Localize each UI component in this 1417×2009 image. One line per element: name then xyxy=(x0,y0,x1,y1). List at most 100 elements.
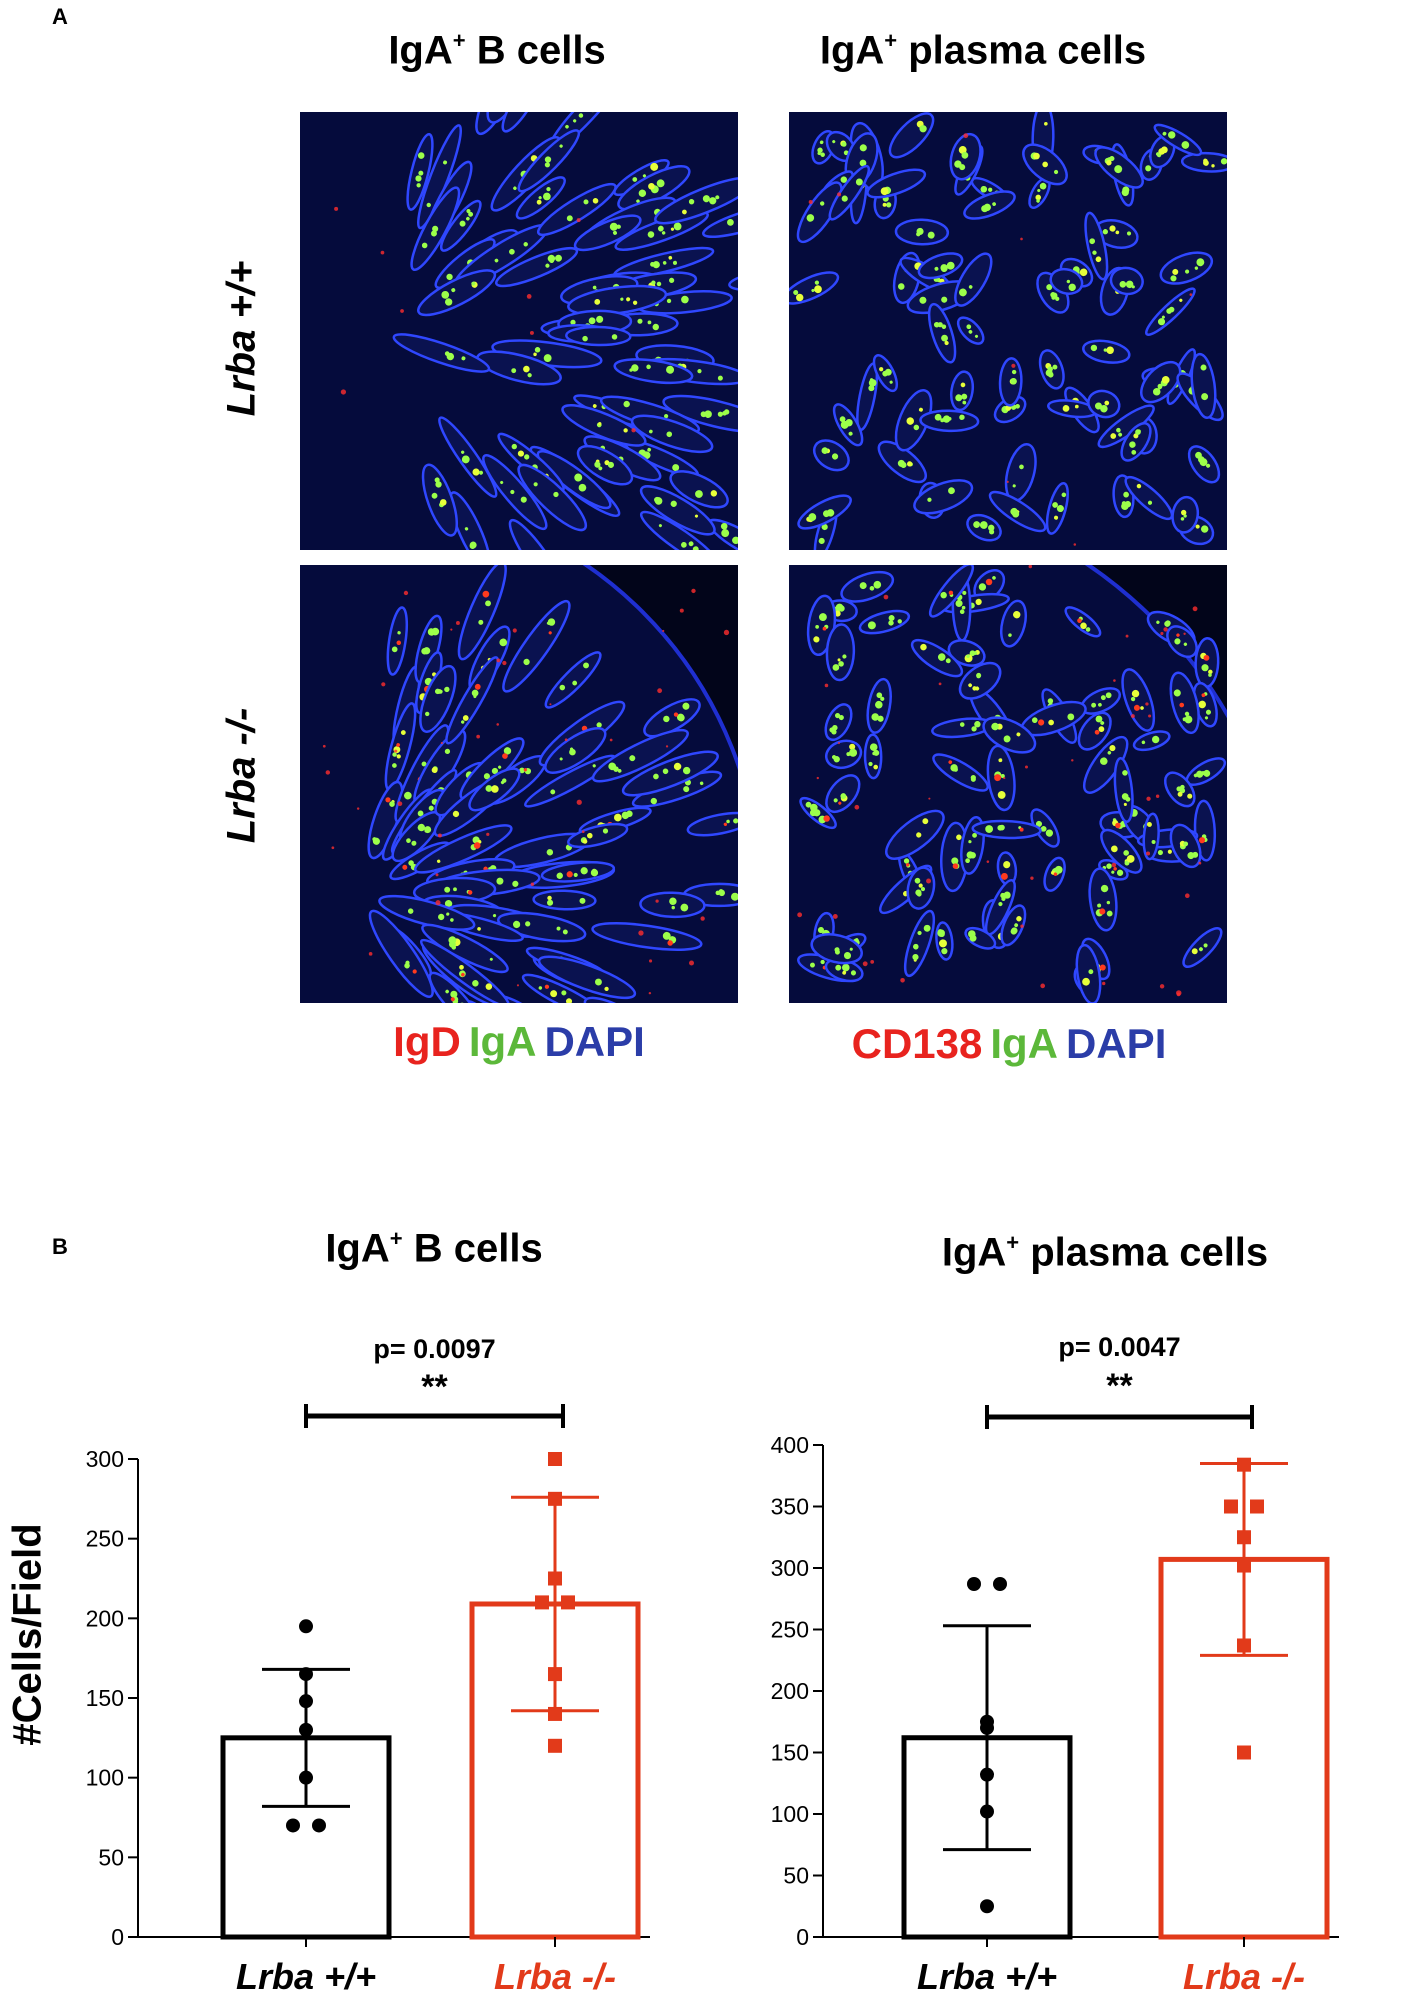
villus xyxy=(686,811,738,837)
stain-cd138: CD138 xyxy=(851,1020,983,1067)
red-dot xyxy=(512,628,517,633)
iga-signal xyxy=(671,905,675,910)
iga-signal xyxy=(629,755,636,762)
iga-signal xyxy=(596,315,604,323)
red-signal xyxy=(1099,908,1106,915)
iga-signal xyxy=(1110,433,1117,439)
red-dot xyxy=(649,959,653,963)
villus xyxy=(378,894,476,931)
iga-signal xyxy=(559,757,563,761)
iga-signal xyxy=(1040,826,1047,832)
iga-signal xyxy=(1201,664,1209,672)
iga-signal xyxy=(468,211,474,217)
villus xyxy=(392,333,491,373)
iga-signal xyxy=(868,379,877,387)
red-signal xyxy=(1053,872,1058,876)
iga-signal xyxy=(873,749,880,756)
iga-signal xyxy=(717,411,723,417)
iga-signal xyxy=(915,889,922,896)
red-signal xyxy=(838,801,842,805)
villus-outline xyxy=(986,744,1016,812)
red-signal xyxy=(474,683,481,690)
villus xyxy=(1121,668,1156,732)
y-tick-label: 150 xyxy=(771,1740,809,1766)
villus xyxy=(517,129,581,193)
villus xyxy=(1087,389,1121,419)
iga-signal xyxy=(1129,441,1136,448)
iga-signal xyxy=(520,496,527,503)
iga-signal xyxy=(483,773,490,780)
iga-signal xyxy=(835,964,842,971)
red-dot xyxy=(576,218,581,223)
villus xyxy=(797,494,852,530)
iga-signal xyxy=(648,182,655,190)
red-dot xyxy=(549,703,552,706)
data-point xyxy=(980,1767,994,1782)
villus xyxy=(894,218,950,246)
villus xyxy=(515,176,566,220)
iga-signal xyxy=(888,620,894,626)
iga-signal xyxy=(594,461,601,468)
iga-signal xyxy=(626,810,633,818)
villus-outline xyxy=(486,112,526,124)
red-signal xyxy=(1203,654,1210,661)
iga-signal xyxy=(682,702,690,710)
villus xyxy=(445,656,500,745)
red-dot xyxy=(837,192,842,197)
iga-signal xyxy=(875,700,883,709)
column-title-plasma-cells: IgA+ plasma cells xyxy=(819,28,1147,73)
iga-signal xyxy=(578,113,584,118)
iga-signal xyxy=(1090,344,1098,352)
iga-signal xyxy=(805,801,812,808)
red-signal xyxy=(822,626,827,631)
red-dot xyxy=(340,389,347,395)
villus xyxy=(1166,625,1198,659)
iga-signal xyxy=(1131,689,1140,698)
iga-signal xyxy=(966,654,970,659)
iga-signal xyxy=(1152,387,1161,396)
villus xyxy=(1088,867,1118,932)
iga-signal xyxy=(988,187,993,192)
red-dot xyxy=(380,250,385,255)
column-title-b-cells: IgA+ B cells xyxy=(388,28,606,73)
iga-signal xyxy=(472,980,479,987)
villus xyxy=(521,973,605,1003)
iga-signal xyxy=(1062,405,1070,412)
iga-signal xyxy=(873,580,882,589)
iga-signal xyxy=(914,877,921,884)
red-signal xyxy=(948,590,954,595)
iga-signal xyxy=(546,186,551,192)
red-dot xyxy=(1011,363,1016,368)
iga-signal xyxy=(826,509,835,517)
iga-signal xyxy=(649,429,653,434)
iga-signal xyxy=(970,776,976,782)
iga-signal xyxy=(978,583,987,591)
iga-signal xyxy=(1141,740,1146,745)
iga-signal xyxy=(889,380,893,384)
iga-signal xyxy=(1203,158,1208,164)
iga-signal xyxy=(1048,719,1054,726)
red-dot xyxy=(609,738,613,742)
iga-signal xyxy=(658,524,662,528)
iga-signal xyxy=(1146,821,1152,827)
iga-signal xyxy=(730,892,738,901)
iga-signal xyxy=(941,324,947,330)
red-dot xyxy=(502,660,507,666)
iga-signal xyxy=(1170,275,1177,282)
villus-outline xyxy=(421,463,459,537)
iga-signal xyxy=(1091,702,1097,708)
red-signal xyxy=(1179,702,1185,708)
villus-outline xyxy=(457,565,507,661)
category-label: Lrba +/+ xyxy=(236,1956,376,1997)
iga-signal xyxy=(1056,504,1064,513)
iga-signal xyxy=(680,903,689,912)
iga-signal xyxy=(543,354,552,363)
iga-signal xyxy=(882,370,888,377)
iga-signal xyxy=(1194,266,1199,270)
iga-signal xyxy=(973,651,978,655)
villus xyxy=(906,866,936,910)
iga-signal xyxy=(496,877,504,885)
iga-signal xyxy=(407,908,414,914)
red-dot xyxy=(808,199,813,205)
iga-signal xyxy=(650,162,659,171)
